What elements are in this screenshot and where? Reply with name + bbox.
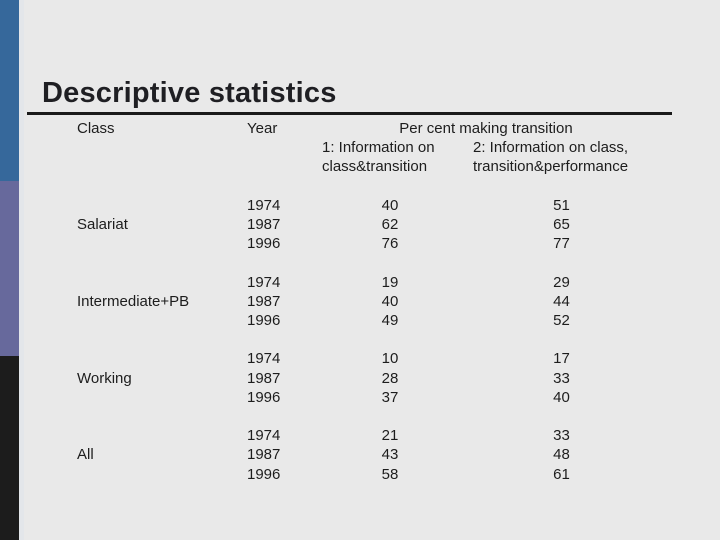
header-year: Year: [247, 120, 278, 137]
table-row: 1974 19 29: [77, 273, 650, 292]
transition2-value: 65: [553, 216, 570, 233]
year-value: 1996: [247, 235, 281, 253]
sidebar-segment-purple: [0, 181, 19, 356]
transition2-value: 17: [553, 350, 570, 368]
table-row: 1974 21 33: [77, 426, 650, 445]
header-col1-line1: 1: Information on: [322, 139, 435, 157]
year-value: 1974: [247, 427, 281, 445]
table-row: 1974 10 17: [77, 349, 650, 368]
stats-table: Class Year Per cent making transition 1:…: [77, 119, 650, 484]
sidebar-accent-bar: [0, 0, 19, 540]
table-row: Intermediate+PB 1987 40 44: [77, 292, 650, 311]
transition2-value: 44: [553, 292, 570, 310]
year-value: 1974: [247, 273, 281, 291]
year-value: 1987: [247, 216, 281, 233]
transition1-value: 62: [381, 216, 399, 233]
year-value: 1996: [247, 312, 281, 329]
transition2-value: 40: [553, 388, 570, 406]
transition2-value: 33: [553, 427, 570, 445]
transition2-value: 51: [553, 196, 570, 214]
table-row: 1996 76 77: [77, 234, 650, 253]
class-label: Intermediate+PB: [77, 292, 190, 310]
transition1-value: 49: [381, 312, 399, 329]
transition1-value: 43: [381, 446, 399, 464]
table-group-all: 1974 21 33 All 1987 43 48 1996 58 61: [77, 426, 650, 484]
header-class: Class: [77, 120, 115, 137]
year-value: 1996: [247, 388, 281, 406]
class-label: All: [77, 446, 94, 464]
transition2-value: 33: [553, 369, 570, 387]
table-header: Class Year Per cent making transition 1:…: [77, 119, 650, 177]
table-row: 1996 58 61: [77, 465, 650, 484]
sidebar-segment-blue: [0, 0, 19, 181]
sidebar-segment-black: [0, 356, 19, 540]
header-col1-line2: class&transition: [322, 158, 428, 176]
table-row: All 1987 43 48: [77, 445, 650, 464]
table-group-working: 1974 10 17 Working 1987 28 33 1996 37 40: [77, 349, 650, 407]
table-row: Salariat 1987 62 65: [77, 215, 650, 234]
header-col2-line2: transition&performance: [473, 158, 629, 176]
transition1-value: 76: [381, 235, 399, 253]
transition1-value: 37: [381, 388, 399, 406]
year-value: 1974: [247, 196, 281, 214]
table-group-salariat: 1974 40 51 Salariat 1987 62 65 1996 76 7…: [77, 196, 650, 254]
transition1-value: 19: [381, 273, 399, 291]
sidebar-strip: [19, 0, 24, 540]
transition2-value: 52: [553, 312, 570, 329]
page-title: Descriptive statistics: [42, 77, 337, 109]
table-row: Working 1987 28 33: [77, 369, 650, 388]
transition1-value: 28: [381, 369, 399, 387]
transition2-value: 77: [553, 235, 570, 253]
transition1-value: 40: [381, 196, 399, 214]
title-underline: [27, 112, 672, 115]
year-value: 1987: [247, 446, 281, 464]
transition1-value: 10: [381, 350, 399, 368]
transition1-value: 58: [381, 465, 399, 483]
class-label: Salariat: [77, 216, 128, 233]
transition1-value: 40: [381, 292, 399, 310]
table-row: 1996 37 40: [77, 388, 650, 407]
year-value: 1974: [247, 350, 281, 368]
year-value: 1987: [247, 369, 281, 387]
table-row: 1974 40 51: [77, 196, 650, 215]
transition1-value: 21: [381, 427, 399, 445]
header-col2-line1: 2: Information on class,: [473, 139, 629, 157]
table-row: 1996 49 52: [77, 311, 650, 330]
class-label: Working: [77, 369, 132, 387]
transition2-value: 48: [553, 446, 570, 464]
year-value: 1996: [247, 465, 281, 483]
table-group-intermediate: 1974 19 29 Intermediate+PB 1987 40 44 19…: [77, 273, 650, 331]
year-value: 1987: [247, 292, 281, 310]
transition2-value: 29: [553, 273, 570, 291]
header-span-transition: Per cent making transition: [399, 120, 573, 137]
transition2-value: 61: [553, 465, 570, 483]
